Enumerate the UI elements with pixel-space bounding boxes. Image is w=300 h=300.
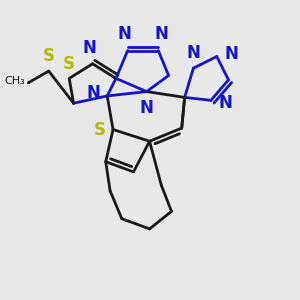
- Text: N: N: [118, 25, 132, 43]
- Text: S: S: [43, 47, 55, 65]
- Text: N: N: [224, 45, 238, 63]
- Text: N: N: [86, 84, 100, 102]
- Text: N: N: [154, 25, 168, 43]
- Text: N: N: [83, 39, 97, 57]
- Text: N: N: [140, 99, 154, 117]
- Text: CH₃: CH₃: [4, 76, 26, 86]
- Text: N: N: [218, 94, 232, 112]
- Text: S: S: [63, 55, 75, 73]
- Text: S: S: [94, 121, 106, 139]
- Text: N: N: [187, 44, 200, 62]
